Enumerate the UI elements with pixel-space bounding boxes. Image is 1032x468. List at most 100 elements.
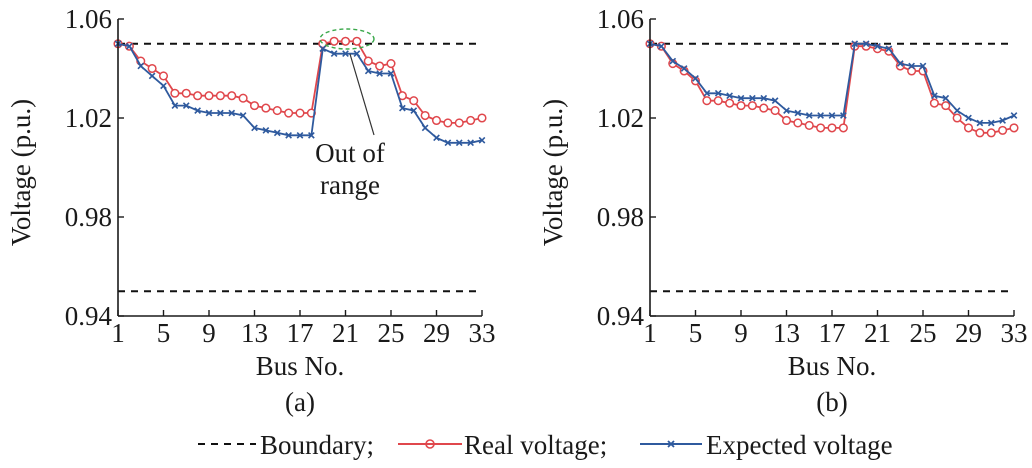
real-voltage-point (238, 93, 248, 103)
y-axis-label: Voltage (p.u.) (6, 99, 36, 246)
real-voltage-point (454, 118, 464, 128)
y-tick-label: 0.98 (65, 202, 112, 232)
expected-voltage-point (262, 127, 270, 134)
expected-voltage-point (251, 124, 258, 132)
real-voltage-point (827, 123, 837, 133)
x-tick-label: 13 (773, 318, 800, 348)
expected-voltage-point (805, 112, 813, 119)
real-voltage-point (747, 101, 757, 111)
real-voltage-point (375, 61, 385, 71)
real-voltage-point (736, 101, 746, 111)
y-tick-label: 1.06 (597, 4, 644, 34)
expected-voltage-point (182, 102, 190, 109)
out-of-range-highlight (319, 28, 375, 50)
panel-label: (b) (816, 387, 847, 417)
real-voltage-point (998, 125, 1008, 135)
expected-voltage-point (965, 114, 972, 122)
x-tick-label: 13 (241, 318, 268, 348)
real-voltage-point (181, 88, 191, 98)
real-voltage-point (816, 123, 826, 133)
expected-voltage-point (376, 70, 383, 77)
real-voltage-point (759, 103, 769, 113)
expected-voltage-point (783, 107, 790, 114)
expected-voltage-point (942, 94, 950, 102)
x-tick-label: 1 (111, 318, 125, 348)
expected-voltage-point (680, 65, 688, 72)
real-voltage-point (215, 91, 225, 101)
expected-voltage-point (239, 112, 247, 119)
expected-voltage-point (467, 139, 474, 147)
real-voltage-point (907, 66, 917, 76)
expected-voltage-point (999, 117, 1006, 124)
expected-voltage-point (410, 107, 418, 114)
x-tick-label: 29 (423, 318, 450, 348)
expected-voltage-point (771, 97, 779, 105)
expected-voltage-point (399, 104, 406, 112)
real-voltage-point (1009, 123, 1019, 133)
x-tick-label: 9 (202, 318, 216, 348)
legend-real-label: Real voltage; (464, 430, 607, 460)
annotation-text-line2: range (320, 170, 380, 200)
expected-voltage-point (862, 40, 870, 48)
real-voltage-point (781, 115, 792, 126)
real-voltage-point (929, 98, 939, 108)
legend-boundary-label: Boundary; (260, 430, 374, 460)
real-voltage-point (838, 123, 848, 133)
legend-expected-label: Expected voltage (706, 430, 893, 460)
real-voltage-point (952, 113, 962, 123)
real-voltage-point (249, 101, 260, 111)
expected-voltage-point (217, 109, 224, 117)
real-voltage-point (884, 46, 894, 56)
x-tick-label: 29 (955, 318, 982, 348)
expected-voltage-point (908, 62, 915, 70)
annotation-arrow (349, 53, 375, 136)
expected-voltage-point (726, 92, 733, 100)
real-voltage-point (986, 128, 996, 138)
expected-voltage-point (760, 94, 768, 102)
expected-voltage-point (749, 94, 756, 102)
expected-voltage-point (658, 42, 665, 50)
y-tick-label: 0.94 (65, 301, 113, 331)
real-voltage-point (963, 123, 974, 133)
expected-voltage-point (171, 102, 179, 109)
expected-voltage-point (976, 119, 984, 127)
real-voltage-point (713, 96, 723, 106)
expected-voltage-point (319, 45, 327, 53)
expected-voltage-point (387, 70, 395, 77)
expected-voltage-point (828, 112, 836, 119)
expected-voltage-point (953, 107, 961, 114)
expected-voltage-point (1010, 112, 1018, 119)
expected-voltage-point (126, 42, 133, 50)
panel-label: (a) (285, 387, 315, 417)
x-tick-label: 1 (643, 318, 657, 348)
expected-voltage-point (692, 75, 699, 82)
real-voltage-point (409, 96, 419, 106)
expected-voltage-point (330, 50, 338, 58)
x-axis-label: Bus No. (256, 351, 345, 381)
expected-voltage-line (649, 42, 1015, 124)
y-tick-label: 1.02 (597, 103, 644, 133)
expected-voltage-point (353, 50, 361, 58)
x-tick-label: 5 (157, 318, 171, 348)
real-voltage-point (420, 110, 430, 121)
real-voltage-point (295, 108, 305, 118)
real-voltage-point (443, 118, 453, 128)
panel-b: 0.94 0.98 1.02 1.06 1 5 9 13 17 21 25 29 33 Bus No. Vo… (538, 4, 1028, 417)
x-tick-label: 25 (910, 318, 937, 348)
expected-voltage-point (433, 134, 440, 142)
expected-voltage-point (478, 136, 486, 144)
expected-voltage-point (342, 50, 349, 58)
real-voltage-point (431, 115, 442, 126)
y-tick-label: 1.02 (65, 103, 112, 133)
real-voltage-point (261, 103, 271, 113)
real-voltage-point (352, 36, 362, 46)
x-tick-label: 21 (332, 318, 359, 348)
y-tick-label: 1.06 (65, 4, 112, 34)
legend-real-marker (425, 439, 435, 449)
expected-voltage-point (308, 131, 315, 139)
expected-voltage-point (851, 40, 859, 48)
real-voltage-point (975, 128, 985, 138)
expected-voltage-point (885, 45, 893, 53)
expected-voltage-point (421, 124, 429, 132)
